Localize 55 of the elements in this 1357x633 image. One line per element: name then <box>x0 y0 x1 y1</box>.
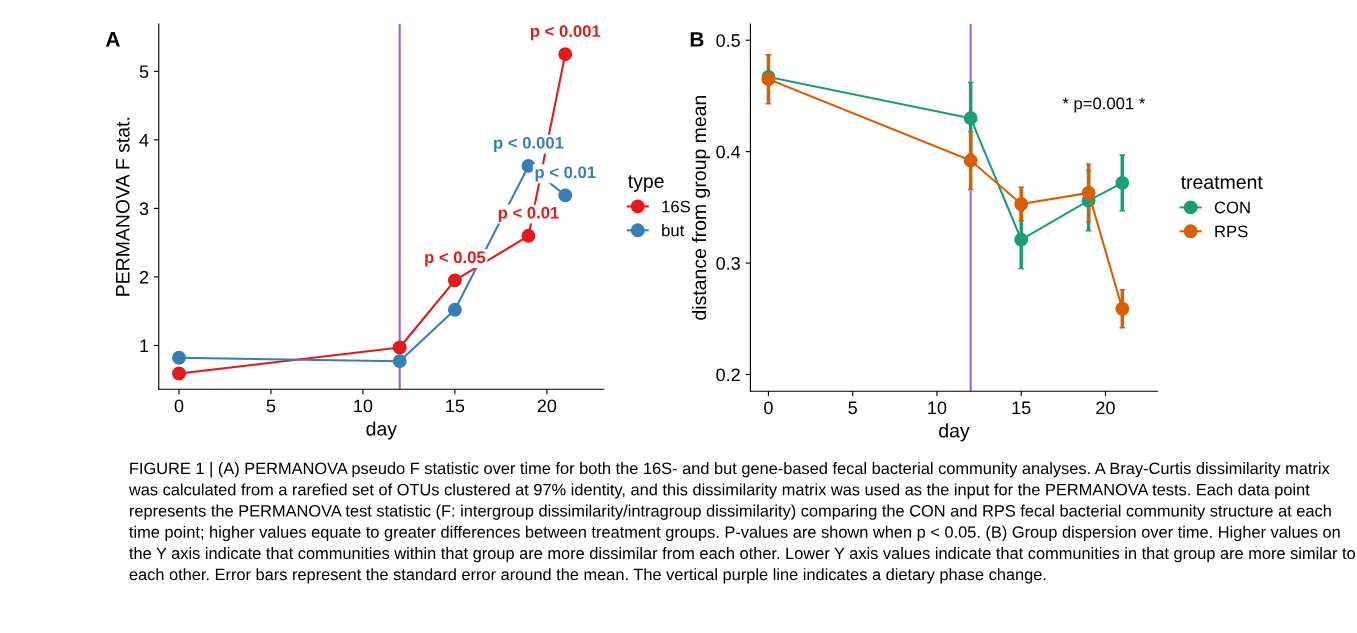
point <box>447 302 462 317</box>
chart-title: A <box>105 32 120 47</box>
point <box>447 273 462 288</box>
annotation: * p=0.001 * <box>1062 97 1146 113</box>
legend-label: but <box>662 224 685 237</box>
point <box>963 111 978 126</box>
x-tick-label: 10 <box>928 401 947 415</box>
legend-label: CON <box>1214 201 1250 214</box>
x-tick-label: 20 <box>537 399 557 413</box>
y-tick-label: 2 <box>139 270 149 284</box>
x-tick-label: 10 <box>354 399 373 413</box>
point <box>963 153 978 168</box>
point <box>1014 197 1029 211</box>
point <box>1014 232 1029 247</box>
legend-label: RPS <box>1215 225 1248 238</box>
point <box>1115 175 1130 190</box>
y-axis-title: distance from group mean <box>691 95 711 320</box>
x-axis-title: day <box>939 423 970 442</box>
legend-title: type <box>628 175 664 192</box>
y-tick-label: 0.4 <box>716 145 741 159</box>
caption: FIGURE 1 | (A) PERMANOVA pseudo F statistic over time for both the 16S- and but gene-based fecal bacterial community analyses. A Bray-Curtis dissimilarity matrix was calculated from a rarefied set of OTUs clustered at 97% identity, and this dissimilarity matrix was used as the input for the PERMANOVA tests. Each data point represents the PERMANOVA test statistic (F: intergroup dissimilarity/intragroup dissimilarity) comparing the CON and RPS fecal bacterial community structure at each time point; higher values equate to greater differences between treatment groups. P-values are shown when p < 0.05. (B) Group dispersion over time. Higher values on the Y axis indicate that communities within that group are more dissimilar from each other. Lower Y axis values indicate that communities in that group are more similar to each other. Error bars represent the standard error around the mean. The vertical purple line indicates a dietary phase change. <box>128 462 1355 584</box>
y-axis-title: PERMANOVA F stat. <box>115 117 130 296</box>
point <box>392 354 407 369</box>
point <box>1115 301 1130 316</box>
x-tick-label: 0 <box>764 401 773 415</box>
y-tick-label: 5 <box>139 65 149 79</box>
point <box>172 366 186 381</box>
annotation: p < 0.001 <box>494 136 564 153</box>
point <box>392 340 407 355</box>
point <box>1081 185 1096 200</box>
annotation: p < 0.01 <box>535 166 596 182</box>
chart-title: B <box>690 32 704 47</box>
point <box>521 158 536 173</box>
x-tick-label: 15 <box>1012 401 1031 415</box>
x-tick-label: 15 <box>446 399 465 413</box>
legend-title: treatment <box>1180 176 1263 189</box>
point <box>521 228 536 243</box>
legend-label: 16S <box>662 200 690 213</box>
x-tick-label: 20 <box>1096 401 1115 415</box>
y-tick-label: 0.5 <box>716 34 740 47</box>
annotation: p < 0.001 <box>530 25 601 41</box>
x-axis-title: day <box>366 421 397 440</box>
y-tick-label: 3 <box>139 202 149 216</box>
y-tick-label: 0.3 <box>716 256 740 270</box>
point <box>558 47 573 62</box>
x-tick-label: 5 <box>848 401 857 415</box>
y-tick-label: 0.2 <box>716 368 740 382</box>
annotation: p < 0.01 <box>498 206 559 222</box>
y-tick-label: 4 <box>139 133 149 147</box>
y-tick-label: 1 <box>140 339 149 352</box>
point <box>558 188 573 203</box>
x-tick-label: 5 <box>266 399 276 413</box>
x-tick-label: 0 <box>174 399 184 413</box>
annotation: p < 0.05 <box>425 251 486 267</box>
point <box>172 350 186 365</box>
